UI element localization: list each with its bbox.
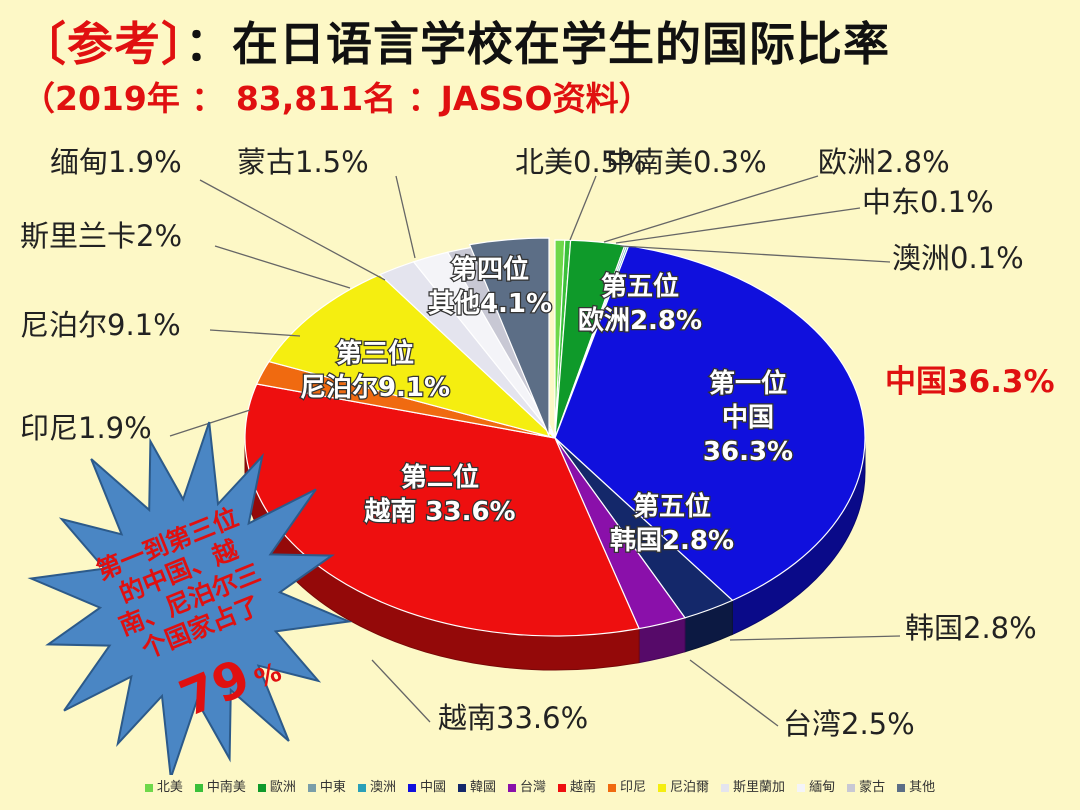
outside-label-europe: 欧洲2.8%	[818, 145, 950, 179]
legend-swatch	[194, 783, 203, 792]
outside-labels: 北美0.5%中南美0.3% 欧洲2.8% 中东0.1% 澳洲0.1% 中国36.3% 韩国…	[20, 145, 1055, 741]
inside-label-china: 第一位中国 36.3%	[703, 368, 793, 467]
legend-swatch	[897, 783, 906, 792]
inside-label-nepal: 第三位尼泊尔9.1%	[300, 338, 450, 403]
legend-swatch	[721, 783, 730, 792]
legend-label: 中南美	[206, 780, 246, 795]
outside-label-oceania: 澳洲0.1%	[892, 241, 1024, 275]
leader-line-korea	[729, 635, 901, 641]
leader-line-mongolia	[395, 175, 416, 259]
legend-item-sri_lanka: 斯里蘭加	[721, 776, 785, 795]
legend-swatch	[507, 783, 516, 792]
outside-label-middle_east: 中东0.1%	[862, 185, 994, 219]
legend-swatch	[357, 783, 366, 792]
outside-label-north_america: 北美0.5%	[515, 145, 647, 179]
leader-line-north_america	[569, 175, 597, 241]
legend-swatch	[608, 783, 617, 792]
inside-labels: 第五位欧洲2.8%第一位中国 36.3% 第五位韩国2.8% 第二位越南 33.6% 第…	[299, 253, 795, 558]
inside-label-other: 第四位其他4.1%	[428, 254, 552, 319]
legend-item-nepal: 尼泊爾	[658, 776, 709, 795]
outside-label-sri_lanka: 斯里兰卡2%	[20, 219, 182, 253]
outside-label-myanmar: 缅甸1.9%	[50, 145, 182, 179]
inside-label-europe: 第五位欧洲2.8%	[578, 271, 702, 336]
pie-side	[244, 437, 866, 671]
legend-swatch	[407, 783, 416, 792]
legend-label: 蒙古	[859, 780, 886, 795]
pie-slice-other	[468, 237, 550, 437]
legend-swatch	[257, 783, 266, 792]
legend-swatch	[658, 783, 667, 792]
leader-line-myanmar	[199, 179, 386, 281]
legend-item-china: 中國	[407, 776, 446, 795]
legend-item-middle_east: 中東	[307, 776, 346, 795]
legend-swatch	[307, 783, 316, 792]
outside-label-latin_america: 中南美0.3%	[606, 145, 767, 179]
legend-item-oceania: 澳洲	[357, 776, 396, 795]
outside-label-taiwan: 台湾2.5%	[783, 707, 915, 741]
legend-label: 印尼	[620, 780, 647, 795]
page-title: 〔参考〕：在日语言学校在学生的国际比率	[20, 8, 890, 74]
legend-item-myanmar: 緬甸	[797, 776, 835, 795]
legend-label: 韓國	[469, 780, 496, 795]
leader-line-oceania	[619, 245, 891, 263]
outside-label-vietnam: 越南33.6%	[438, 701, 588, 735]
legend-label: 中國	[419, 780, 446, 795]
legend-swatch	[558, 783, 566, 792]
legend-label: 澳洲	[369, 780, 396, 795]
legend-label: 北美	[156, 780, 183, 795]
inside-label-vietnam: 第二位越南 33.6%	[364, 462, 515, 527]
leader-line-middle_east	[615, 207, 861, 244]
pie-slice-nepal	[268, 273, 556, 439]
outside-label-indonesia: 印尼1.9%	[20, 411, 152, 445]
outside-label-china: 中国36.3%	[885, 364, 1055, 400]
legend-swatch	[457, 783, 466, 792]
legend-item-other: 其他	[897, 776, 935, 795]
legend-item-europe: 歐洲	[257, 776, 296, 795]
leader-line-taiwan	[689, 659, 779, 727]
legend-swatch	[797, 783, 806, 792]
leader-line-nepal	[209, 329, 301, 337]
pie-slice-vietnam	[244, 383, 640, 637]
pie-top	[244, 237, 866, 637]
legend-label: 歐洲	[269, 780, 296, 795]
legend-item-latin_america: 中南美	[194, 776, 246, 795]
legend-label: 其他	[909, 780, 936, 795]
legend-label: 斯里蘭加	[733, 780, 786, 795]
pie-slice-china	[554, 245, 866, 602]
leader-line-vietnam	[371, 659, 431, 723]
outside-label-mongolia: 蒙古1.5%	[237, 145, 369, 179]
legend-item-vietnam: 越南	[558, 776, 596, 795]
callout-star-shape	[27, 421, 353, 775]
legend-swatch	[847, 783, 856, 792]
legend-label: 緬甸	[809, 780, 836, 795]
chart-legend: 北美 中南美 歐洲 中東 澳洲 中國 韓國 台灣 越南 印尼 尼泊爾 斯里蘭加 緬甸 蒙古 其他	[0, 776, 1080, 795]
legend-label: 尼泊爾	[670, 780, 710, 795]
legend-item-mongolia: 蒙古	[847, 776, 885, 795]
legend-label: 台灣	[519, 780, 546, 795]
outside-label-nepal: 尼泊尔9.1%	[20, 308, 181, 342]
legend-label: 越南	[570, 780, 597, 795]
inside-label-korea: 第五位韩国2.8%	[610, 491, 734, 556]
page-subtitle: （2019年 ： 83,811名 ：JASSO资料）	[22, 79, 652, 118]
legend-item-korea: 韓國	[457, 776, 496, 795]
legend-item-north_america: 北美	[144, 776, 183, 795]
title-text: ：在日语言学校在学生的国际比率	[185, 17, 890, 71]
leader-line-europe	[603, 175, 819, 243]
leader-line-sri_lanka	[214, 245, 351, 289]
legend-item-taiwan: 台灣	[507, 776, 546, 795]
legend-swatch	[144, 783, 153, 792]
legend-label: 中東	[319, 780, 346, 795]
pie-chart: 北美0.5%中南美0.3% 欧洲2.8% 中东0.1% 澳洲0.1% 中国36.3% 韩国…	[20, 145, 1055, 775]
title-tag: 〔参考〕	[20, 17, 185, 71]
legend-item-indonesia: 印尼	[608, 776, 646, 795]
outside-label-korea: 韩国2.8%	[905, 611, 1037, 645]
